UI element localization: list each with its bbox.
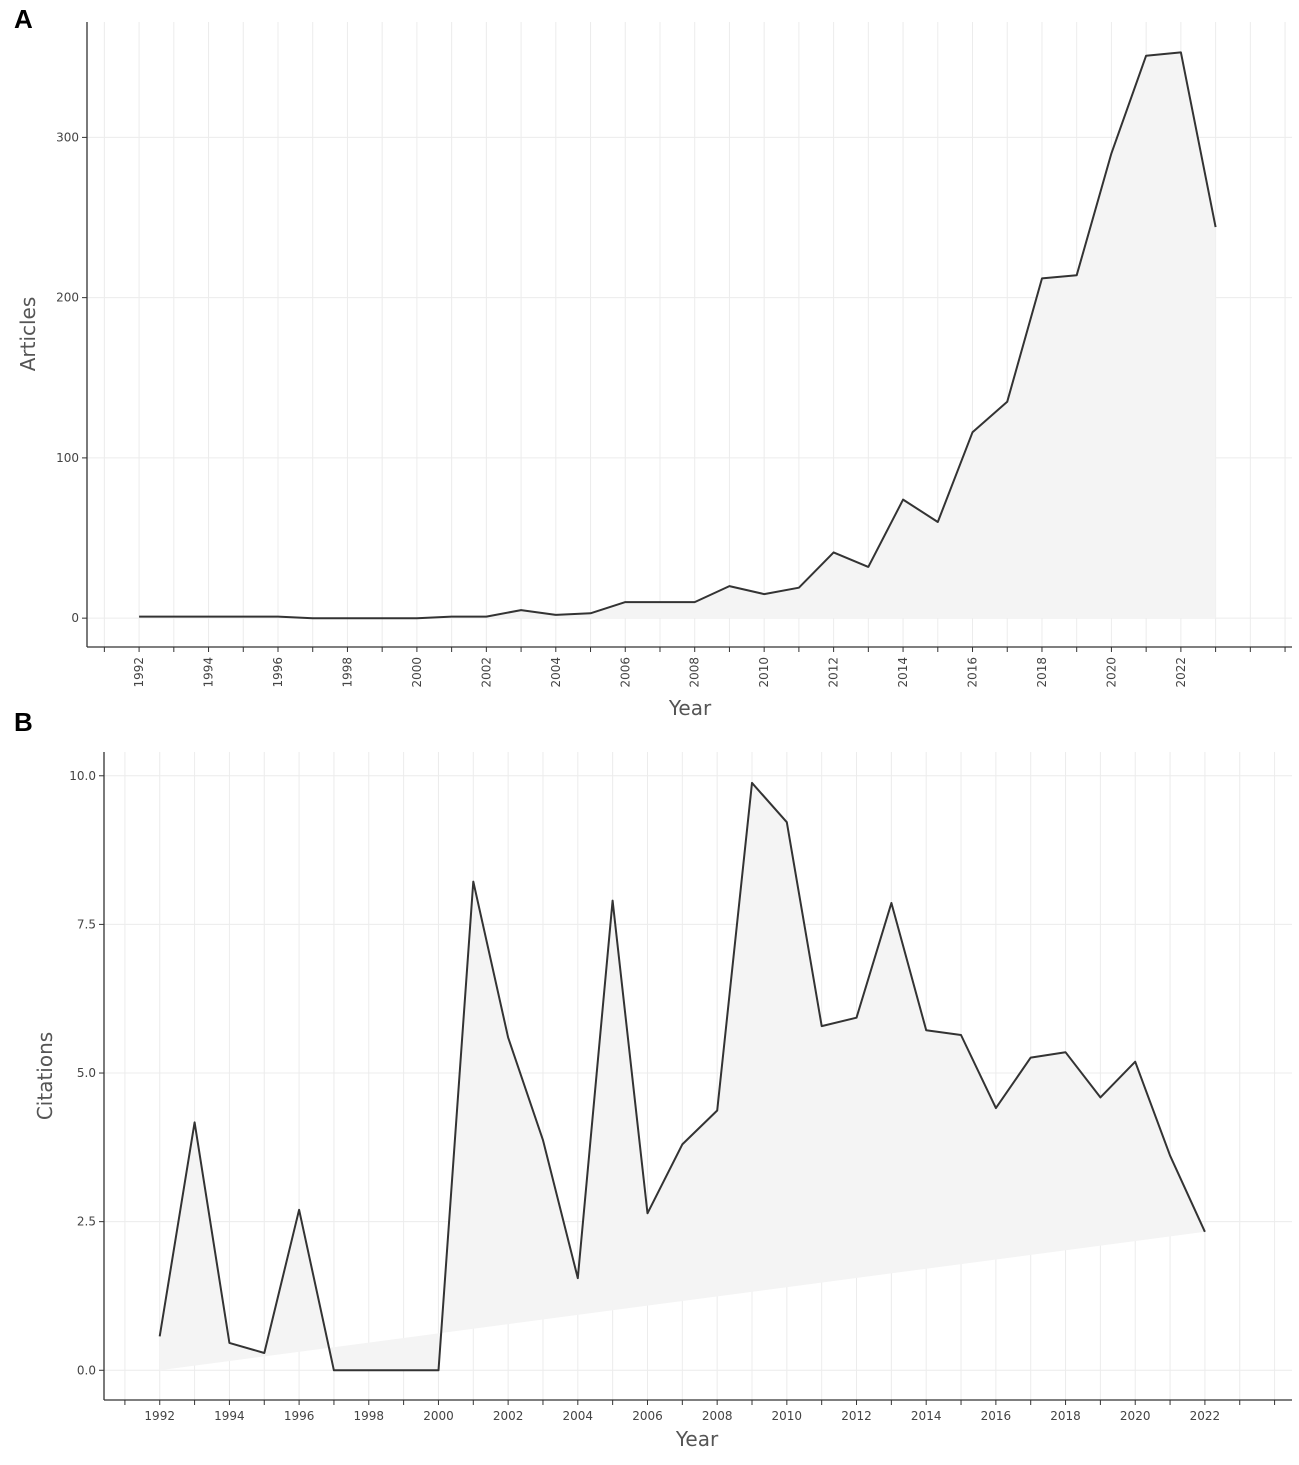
x-tick-label-2022: 2022: [1174, 657, 1188, 688]
x-tick-label-1994: 1994: [202, 657, 216, 688]
x-tick-label-2014: 2014: [896, 657, 910, 688]
x-tick-label-2000: 2000: [423, 1409, 454, 1423]
x-tick-label-2004: 2004: [563, 1409, 594, 1423]
chart-a-axes: [86, 22, 1292, 648]
chart-b-x-ticks: 1992 1994 1996 1998 2000 2002 2004 2006 2008 2010…: [124, 1400, 1276, 1423]
x-tick-label-2020: 2020: [1120, 1409, 1151, 1423]
panel-label-b: B: [14, 707, 33, 737]
x-tick-label-2000: 2000: [410, 657, 424, 688]
x-tick-label-2022: 2022: [1190, 1409, 1221, 1423]
x-tick-label-2002: 2002: [493, 1409, 524, 1423]
x-tick-label-1998: 1998: [354, 1409, 385, 1423]
x-tick-label-2006: 2006: [618, 657, 632, 688]
chart-b-line: [158, 781, 1206, 1372]
x-tick-label-2018: 2018: [1035, 657, 1049, 688]
x-tick-label-2008: 2008: [702, 1409, 733, 1423]
x-tick-label-2006: 2006: [632, 1409, 663, 1423]
x-tick-label-2008: 2008: [688, 657, 702, 688]
x-tick-label-2020: 2020: [1104, 657, 1118, 688]
y-tick-label-300: 300: [56, 130, 79, 144]
x-tick-label-2012: 2012: [841, 1409, 872, 1423]
x-tick-label-2010: 2010: [757, 657, 771, 688]
x-axis-title-b: Year: [675, 1427, 719, 1451]
y-tick-label-100: 100: [56, 451, 79, 465]
y-tick-label-200: 200: [56, 291, 79, 305]
chart-a-x-ticks: 1992 1994 1996 1998 2000 2002 2004 2006 2008 2010…: [103, 647, 1286, 688]
x-tick-label-2012: 2012: [827, 657, 841, 688]
x-tick-label-2004: 2004: [549, 657, 563, 688]
x-tick-label-1992: 1992: [132, 657, 146, 688]
y-axis-title-a: Articles: [16, 297, 40, 372]
y-tick-label-0.0: 0.0: [77, 1363, 96, 1377]
chart-b-axes: [103, 752, 1292, 1401]
x-tick-label-1996: 1996: [284, 1409, 315, 1423]
x-tick-label-1992: 1992: [144, 1409, 175, 1423]
x-tick-label-1996: 1996: [271, 657, 285, 688]
x-tick-label-2016: 2016: [981, 1409, 1012, 1423]
y-axis-title-b: Citations: [33, 1032, 57, 1120]
x-tick-label-2014: 2014: [911, 1409, 942, 1423]
x-tick-label-2018: 2018: [1050, 1409, 1081, 1423]
chart-b: B 1992 1994 1996 1998 2000 2002 2004 2006 2008 20…: [14, 707, 1292, 1451]
chart-a-line: [139, 51, 1217, 620]
y-tick-label-2.5: 2.5: [77, 1215, 96, 1229]
x-tick-label-1998: 1998: [340, 657, 354, 688]
y-tick-label-0: 0: [71, 611, 79, 625]
chart-b-y-ticks: 0.0 2.5 5.0 7.5 10.0: [69, 769, 104, 1377]
chart-b-area: [159, 782, 1205, 1371]
chart-a: A 1992 1994 1996 1998 2000 2002 2004 2006 2008 20…: [14, 4, 1292, 720]
x-tick-label-2016: 2016: [966, 657, 980, 688]
x-tick-label-1994: 1994: [214, 1409, 245, 1423]
y-tick-label-10.0: 10.0: [69, 769, 96, 783]
x-tick-label-2002: 2002: [479, 657, 493, 688]
chart-a-area: [139, 52, 1216, 619]
panel-label-a: A: [14, 4, 33, 34]
chart-a-y-ticks: 0 100 200 300: [56, 130, 87, 625]
y-tick-label-5.0: 5.0: [77, 1066, 96, 1080]
x-tick-label-2010: 2010: [772, 1409, 803, 1423]
x-axis-title-a: Year: [668, 696, 712, 720]
y-tick-label-7.5: 7.5: [77, 917, 96, 931]
